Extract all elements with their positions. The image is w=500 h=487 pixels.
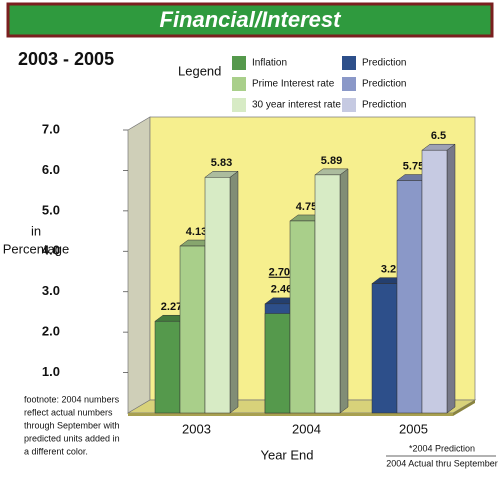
bar [264,313,291,414]
value-label: 2.27 [161,301,182,313]
bar [371,283,398,414]
note-line: *2004 Prediction [409,443,475,453]
value-label: 2.46 [271,284,292,296]
value-label: 4.13 [186,226,207,238]
legend-label: Prediction [362,58,406,69]
footnote-line: footnote: 2004 numbers [24,394,120,404]
bar [314,174,341,414]
bar [421,149,448,414]
x-axis-label: Year End [260,447,313,462]
value-label: 4.75 [296,201,317,213]
x-tick-label: 2004 [292,421,321,436]
bar [179,245,206,414]
footnote-line: reflect actual numbers [24,407,113,417]
bar-side [229,170,239,414]
left-wall [127,116,151,414]
note-line: 2004 Actual thru September [386,458,498,468]
legend-swatch [342,98,356,112]
footnote-line: a different color. [24,446,88,456]
footnote-line: through September with [24,420,120,430]
y-tick-label: 7.0 [42,121,60,136]
y-axis-label: Percentage [3,241,70,256]
bar [154,320,181,414]
legend-swatch [232,98,246,112]
x-tick-label: 2003 [182,421,211,436]
footnote-line: predicted units added in [24,433,120,443]
bar [204,177,231,414]
legend-swatch [342,56,356,70]
chart-title: Financial/Interest [160,7,343,32]
legend-label: Prime Interest rate [252,79,335,90]
title-banner [6,2,494,38]
value-label: 5.83 [211,157,232,169]
y-tick-label: 6.0 [42,162,60,177]
y-tick-label: 2.0 [42,324,60,339]
y-tick-label: 5.0 [42,202,60,217]
legend-swatch [232,56,246,70]
legend-title: Legend [178,63,221,78]
y-tick-label: 1.0 [42,364,60,379]
value-label: 6.5 [431,130,446,142]
floor-edge [128,413,453,416]
value-label: 2.70* [269,267,295,279]
legend-swatch [232,77,246,91]
bar [396,180,423,414]
floor-edge [453,400,475,416]
bar-side [446,143,456,414]
legend-swatch [342,77,356,91]
legend-label: Prediction [362,79,406,90]
legend-label: Prediction [362,100,406,111]
value-label: 5.75 [403,160,424,172]
bar-side [339,168,349,414]
bar [289,220,316,414]
x-tick-label: 2005 [399,421,428,436]
value-label: 5.89 [321,155,342,167]
legend-label: 30 year interest rate [252,100,341,111]
legend-label: Inflation [252,58,287,69]
y-tick-label: 4.0 [42,243,60,258]
value-label: 3.2 [381,264,396,276]
y-tick-label: 3.0 [42,283,60,298]
y-axis-label: in [31,223,41,238]
subtitle: 2003 - 2005 [18,49,114,69]
